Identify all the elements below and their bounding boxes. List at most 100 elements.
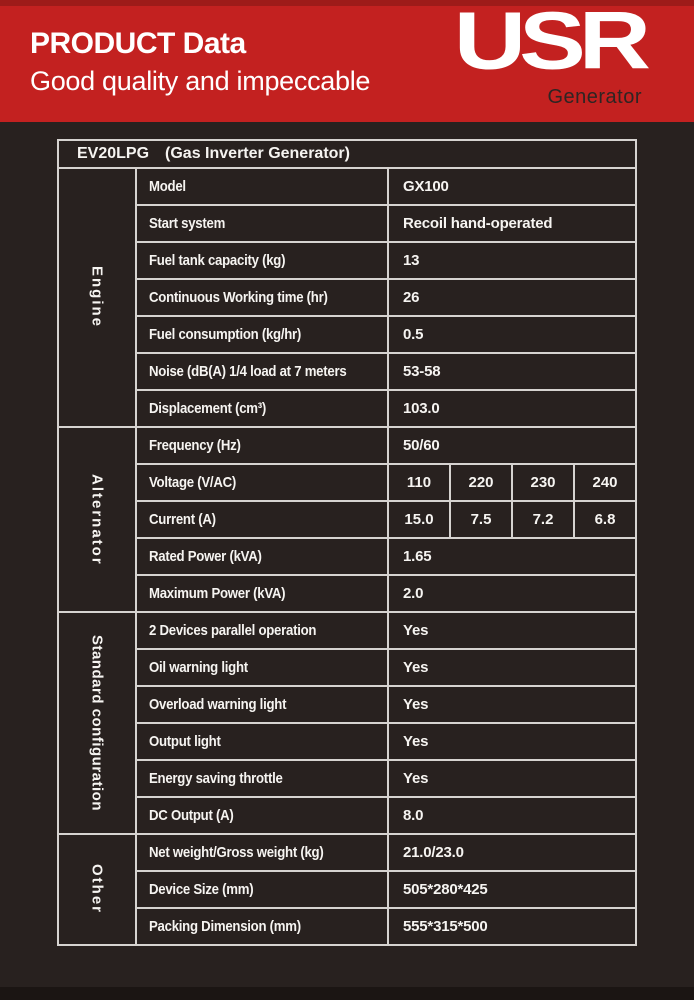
row-value: Yes (403, 770, 429, 787)
row-label-cell: 2 Devices parallel operation (137, 613, 389, 648)
row-label-cell: Noise (dB(A) 1/4 load at 7 meters (137, 354, 389, 389)
row-value: Recoil hand-operated (403, 215, 553, 232)
table-row: Model GX100 (137, 169, 635, 206)
row-label-cell: Rated Power (kVA) (137, 539, 389, 574)
row-value: 555*315*500 (403, 918, 488, 935)
row-label-cell: Continuous Working time (hr) (137, 280, 389, 315)
table-row: Energy saving throttle Yes (137, 761, 635, 798)
row-label-cell: Fuel consumption (kg/hr) (137, 317, 389, 352)
row-label-cell: Maximum Power (kVA) (137, 576, 389, 611)
row-label-cell: Current (A) (137, 502, 389, 537)
table-row: Frequency (Hz) 50/60 (137, 428, 635, 465)
voltage-value: 220 (451, 465, 513, 500)
row-label: Fuel tank capacity (kg) (149, 252, 286, 269)
table-row: Device Size (mm) 505*280*425 (137, 872, 635, 909)
row-value: 8.0 (403, 807, 424, 824)
row-value: 0.5 (403, 326, 424, 343)
voltage-value: 230 (513, 465, 575, 500)
section-rows: 2 Devices parallel operation Yes Oil war… (137, 613, 635, 833)
row-label: Output light (149, 733, 221, 750)
table-row: Rated Power (kVA) 1.65 (137, 539, 635, 576)
section-category-cell: Standard configuration (59, 613, 137, 833)
row-label: Displacement (cm³) (149, 400, 267, 417)
row-label-cell: Oil warning light (137, 650, 389, 685)
row-value: 1.65 (403, 548, 432, 565)
row-label: Rated Power (kVA) (149, 548, 262, 565)
row-label-cell: Fuel tank capacity (kg) (137, 243, 389, 278)
table-row-voltage: Voltage (V/AC) 110 220 230 240 (137, 465, 635, 502)
spec-table: EV20LPG (Gas Inverter Generator) Engine … (57, 139, 637, 946)
table-row: Noise (dB(A) 1/4 load at 7 meters 53-58 (137, 354, 635, 391)
row-value: 21.0/23.0 (403, 844, 464, 861)
table-row-current: Current (A) 15.0 7.5 7.2 6.8 (137, 502, 635, 539)
model-code: EV20LPG (77, 145, 150, 162)
row-label: Oil warning light (149, 659, 248, 676)
row-label: Continuous Working time (hr) (149, 289, 328, 306)
row-label-cell: DC Output (A) (137, 798, 389, 833)
row-label-cell: Frequency (Hz) (137, 428, 389, 463)
row-value-group: 15.0 7.5 7.2 6.8 (389, 502, 635, 537)
row-value: GX100 (403, 178, 449, 195)
row-value: Yes (403, 696, 429, 713)
row-label-cell: Displacement (cm³) (137, 391, 389, 426)
row-label: Frequency (Hz) (149, 437, 241, 454)
row-label: Start system (149, 215, 226, 232)
section-other: Other Net weight/Gross weight (kg) 21.0/… (59, 835, 635, 944)
banner-subtitle: Good quality and impeccable (30, 66, 371, 96)
banner-top-strip (0, 0, 694, 6)
table-row: Output light Yes (137, 724, 635, 761)
row-label-cell: Model (137, 169, 389, 204)
table-row: Maximum Power (kVA) 2.0 (137, 576, 635, 611)
table-title-row: EV20LPG (Gas Inverter Generator) (59, 141, 635, 169)
section-standard-configuration: Standard configuration 2 Devices paralle… (59, 613, 635, 835)
section-rows: Model GX100 Start system Recoil hand-ope… (137, 169, 635, 426)
row-value: 2.0 (403, 585, 424, 602)
section-category-cell: Engine (59, 169, 137, 426)
section-category-cell: Alternator (59, 428, 137, 611)
table-row: Fuel consumption (kg/hr) 0.5 (137, 317, 635, 354)
row-label: Voltage (V/AC) (149, 474, 236, 491)
banner: PRODUCT Data Good quality and impeccable… (0, 0, 694, 122)
row-label: Fuel consumption (kg/hr) (149, 326, 302, 343)
row-value: 50/60 (403, 437, 440, 454)
table-row: DC Output (A) 8.0 (137, 798, 635, 833)
row-label: Overload warning light (149, 696, 287, 713)
row-label: Net weight/Gross weight (kg) (149, 844, 324, 861)
table-row: Net weight/Gross weight (kg) 21.0/23.0 (137, 835, 635, 872)
section-category-label: Standard configuration (88, 635, 106, 811)
voltage-value: 110 (389, 465, 451, 500)
table-row: Packing Dimension (mm) 555*315*500 (137, 909, 635, 944)
table-row: Oil warning light Yes (137, 650, 635, 687)
table-row: Fuel tank capacity (kg) 13 (137, 243, 635, 280)
row-label-cell: Energy saving throttle (137, 761, 389, 796)
row-value: 13 (403, 252, 420, 269)
section-rows: Net weight/Gross weight (kg) 21.0/23.0 D… (137, 835, 635, 944)
row-label-cell: Start system (137, 206, 389, 241)
current-value: 7.2 (513, 502, 575, 537)
banner-title: PRODUCT Data (30, 27, 246, 60)
row-label-cell: Voltage (V/AC) (137, 465, 389, 500)
row-value: 103.0 (403, 400, 440, 417)
row-value-group: 110 220 230 240 (389, 465, 635, 500)
row-label: Model (149, 178, 186, 195)
table-row: Displacement (cm³) 103.0 (137, 391, 635, 426)
row-label-cell: Device Size (mm) (137, 872, 389, 907)
brand-logo-subtext: Generator (547, 86, 642, 108)
section-engine: Engine Model GX100 Start system Recoil h… (59, 169, 635, 428)
row-label-cell: Net weight/Gross weight (kg) (137, 835, 389, 870)
row-label: Packing Dimension (mm) (149, 918, 301, 935)
row-label-cell: Overload warning light (137, 687, 389, 722)
row-value: 26 (403, 289, 420, 306)
section-category-cell: Other (59, 835, 137, 944)
voltage-value: 240 (592, 474, 618, 491)
row-label-cell: Packing Dimension (mm) (137, 909, 389, 944)
section-category-label: Alternator (88, 473, 106, 566)
table-row: Start system Recoil hand-operated (137, 206, 635, 243)
section-category-label: Engine (88, 266, 106, 329)
row-label-cell: Output light (137, 724, 389, 759)
bottom-strip (0, 987, 694, 1000)
row-label: Current (A) (149, 511, 216, 528)
row-value: Yes (403, 659, 429, 676)
current-value: 6.8 (594, 511, 616, 528)
section-category-label: Other (88, 864, 106, 915)
